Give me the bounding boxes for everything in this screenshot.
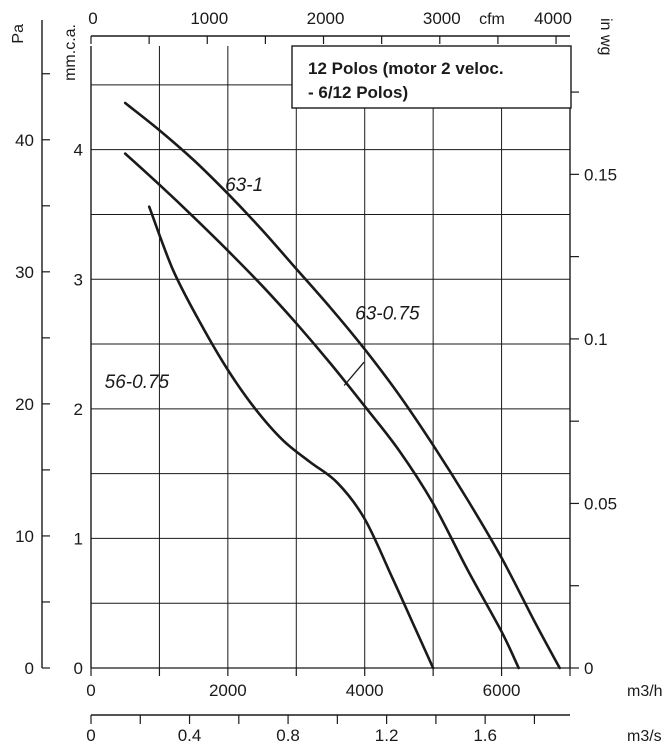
m3h-tick-label: 6000	[483, 681, 521, 700]
inwg-tick-label: 0.15	[584, 165, 617, 184]
mmca-tick-label: 1	[74, 529, 83, 548]
curve-56-0.75	[147, 205, 435, 670]
cfm-tick-label: 0	[88, 9, 97, 28]
cfm-tick-label: 1000	[190, 9, 228, 28]
label-layer: 63-1 63-0.75 56-0.75	[105, 175, 420, 393]
pa-unit-label: Pa	[10, 24, 27, 44]
legend-line-2: - 6/12 Polos)	[308, 83, 408, 102]
legend-layer: 12 Polos (motor 2 veloc. - 6/12 Polos)	[291, 45, 572, 109]
cfm-unit-label: cfm	[479, 11, 505, 28]
legend-box	[291, 45, 572, 109]
inwg-tick-label: 0.05	[584, 494, 617, 513]
curve-label-63-0.75: 63-0.75	[355, 303, 420, 324]
cfm-tick-label: 4000	[534, 9, 572, 28]
curve-label-56-0.75: 56-0.75	[105, 372, 170, 393]
mmca-tick-label: 2	[74, 400, 83, 419]
cfm-tick-label: 3000	[423, 9, 461, 28]
pa-tick-label: 10	[15, 527, 34, 546]
cfm-tick-label: 2000	[307, 9, 345, 28]
leader-line	[343, 361, 365, 386]
grid-layer	[91, 46, 570, 668]
inwg-tick-label: 0.1	[584, 330, 608, 349]
curve-63-1	[123, 101, 561, 670]
m3s-tick-label: 0.4	[178, 726, 202, 745]
m3h-tick-label: 0	[86, 681, 95, 700]
m3h-tick-label: 2000	[209, 681, 247, 700]
mmca-unit-label: mm.c.a.	[62, 24, 79, 81]
mmca-tick-label: 3	[74, 270, 83, 289]
axis-layer: 0 10 20 30 40 Pa 0 1 2 3 4 mm.c.a. 0 0.05 0.1 0.15 in wg…	[10, 9, 663, 745]
m3h-unit-label: m3/h	[627, 683, 663, 700]
curve-layer	[123, 101, 561, 670]
pa-tick-label: 30	[15, 263, 34, 282]
curve-63-0.75	[123, 152, 520, 670]
mmca-tick-label: 4	[74, 141, 83, 160]
pa-tick-label: 40	[15, 131, 34, 150]
inwg-tick-label: 0	[584, 659, 593, 678]
m3s-tick-label: 0.8	[276, 726, 300, 745]
m3s-tick-label: 1.2	[375, 726, 399, 745]
mmca-tick-label: 0	[74, 659, 83, 678]
legend-line-1: 12 Polos (motor 2 veloc.	[308, 59, 504, 78]
curve-label-63-1: 63-1	[225, 175, 263, 196]
pa-tick-label: 20	[15, 395, 34, 414]
m3s-tick-label: 0	[86, 726, 95, 745]
pa-tick-label: 0	[25, 659, 34, 678]
m3s-unit-label: m3/s	[627, 728, 662, 745]
m3h-tick-label: 4000	[346, 681, 384, 700]
inwg-unit-label: in wg	[597, 18, 614, 55]
m3s-tick-label: 1.6	[473, 726, 497, 745]
